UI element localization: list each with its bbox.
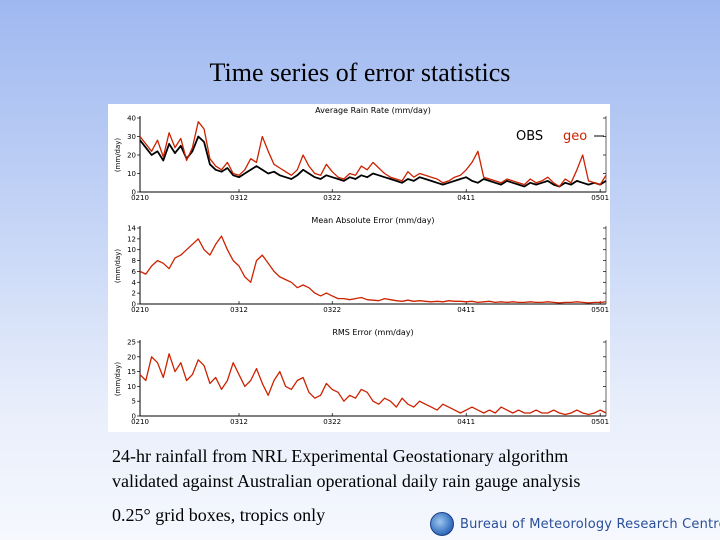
x-tick-label: 0501 xyxy=(591,418,609,426)
y-tick-label: 0 xyxy=(132,301,136,309)
grid-note: 0.25° grid boxes, tropics only xyxy=(112,505,326,525)
y-tick-label: 10 xyxy=(127,246,136,254)
y-tick-label: 2 xyxy=(132,290,136,298)
y-tick-label: 0 xyxy=(132,413,136,421)
y-tick-label: 20 xyxy=(127,353,136,361)
slide-title: Time series of error statistics xyxy=(209,58,511,87)
x-tick-label: 0411 xyxy=(457,194,475,202)
series-line-geo xyxy=(139,121,607,188)
y-tick-label: 14 xyxy=(127,225,136,233)
logo-text: Bureau of Meteorology Research Centre xyxy=(460,516,720,532)
y-axis-label: (mm/day) xyxy=(114,138,122,173)
x-tick-label: 0210 xyxy=(131,418,149,426)
y-tick-label: 15 xyxy=(127,368,136,376)
y-tick-label: 20 xyxy=(127,152,136,160)
panel-title: RMS Error (mm/day) xyxy=(332,328,413,337)
y-axis-label: (mm/day) xyxy=(114,249,122,284)
panel-title: Mean Absolute Error (mm/day) xyxy=(311,216,434,225)
chart-panel-2: Mean Absolute Error (mm/day) (mm/day) 0 2 4 6… xyxy=(114,216,609,314)
legend: OBS geo xyxy=(516,129,604,144)
x-tick-label: 0411 xyxy=(457,418,475,426)
y-tick-label: 10 xyxy=(127,170,136,178)
y-tick-label: 0 xyxy=(132,189,136,197)
x-tick-label: 0501 xyxy=(591,194,609,202)
chart-figure: Average Rain Rate (mm/day) (mm/day) 0 10 20 3… xyxy=(108,104,610,432)
x-tick-label: 0501 xyxy=(591,306,609,314)
x-tick-label: 0312 xyxy=(230,418,248,426)
y-tick-label: 6 xyxy=(132,268,137,276)
series-line-geo xyxy=(139,235,607,304)
y-tick-label: 10 xyxy=(127,383,136,391)
chart-panel-1: Average Rain Rate (mm/day) (mm/day) 0 10 20 3… xyxy=(114,106,609,202)
x-tick-label: 0411 xyxy=(457,306,475,314)
x-tick-label: 0210 xyxy=(131,306,149,314)
y-tick-label: 25 xyxy=(127,339,136,347)
caption-line-1: 24-hr rainfall from NRL Experimental Geo… xyxy=(112,446,569,466)
series-line-geo xyxy=(139,353,607,416)
y-axis-label: (mm/day) xyxy=(114,362,122,397)
x-tick-label: 0312 xyxy=(230,194,248,202)
panel-title: Average Rain Rate (mm/day) xyxy=(315,106,431,115)
caption-line-2: validated against Australian operational… xyxy=(112,471,581,491)
x-tick-label: 0312 xyxy=(230,306,248,314)
globe-icon xyxy=(430,512,454,536)
legend-obs: OBS xyxy=(516,129,543,144)
caption: 24-hr rainfall from NRL Experimental Geo… xyxy=(112,444,580,494)
y-tick-label: 8 xyxy=(132,257,136,265)
y-tick-label: 40 xyxy=(127,115,136,123)
chart-panel-3: RMS Error (mm/day) (mm/day) 0 5 10 15 20 25 0210… xyxy=(114,328,609,426)
y-tick-label: 12 xyxy=(127,235,136,243)
x-tick-label: 0322 xyxy=(323,306,341,314)
y-tick-label: 4 xyxy=(132,279,137,287)
x-tick-label: 0322 xyxy=(323,194,341,202)
x-tick-label: 0210 xyxy=(131,194,149,202)
x-tick-label: 0322 xyxy=(323,418,341,426)
bmrc-logo: Bureau of Meteorology Research Centre xyxy=(430,512,720,536)
y-tick-label: 30 xyxy=(127,133,136,141)
series-line-obs xyxy=(139,135,607,188)
y-tick-label: 5 xyxy=(132,398,136,406)
legend-geo: geo xyxy=(563,129,587,144)
chart-svg: Average Rain Rate (mm/day)(mm/day)010203… xyxy=(114,106,609,426)
